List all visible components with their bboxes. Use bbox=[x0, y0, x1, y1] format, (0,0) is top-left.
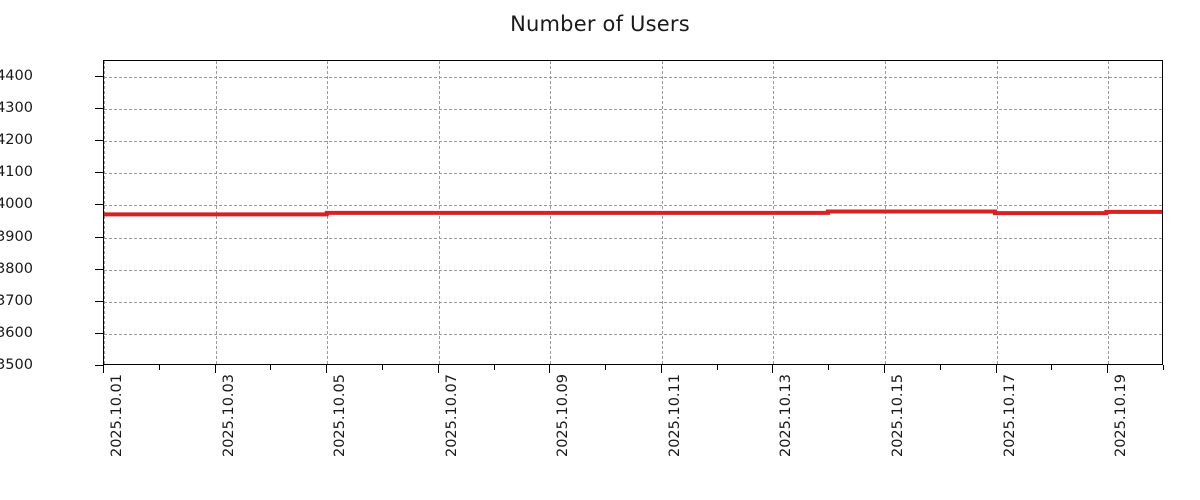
x-axis-tick-label: 2025.10.09 bbox=[555, 374, 572, 458]
x-axis-tick-mark bbox=[605, 365, 607, 370]
x-axis-tick-mark bbox=[381, 365, 383, 370]
y-axis-tick-mark bbox=[95, 236, 103, 238]
y-axis-tick-mark bbox=[95, 140, 103, 142]
y-axis-tick-mark bbox=[95, 300, 103, 302]
x-axis-tick-mark bbox=[660, 365, 662, 373]
y-axis-tick-label: 24100 bbox=[0, 164, 33, 181]
gridline-horizontal bbox=[104, 333, 1162, 335]
x-axis-tick-label: 2025.10.15 bbox=[890, 374, 907, 458]
x-axis-tick-mark bbox=[158, 365, 160, 370]
y-axis-tick-mark bbox=[95, 332, 103, 334]
gridline-horizontal bbox=[104, 77, 1162, 79]
x-axis-tick-mark bbox=[828, 365, 830, 370]
x-axis-tick-label: 2025.10.01 bbox=[109, 374, 125, 458]
x-axis-tick-label: 2025.10.17 bbox=[1001, 374, 1018, 458]
x-axis-tick-mark bbox=[326, 365, 328, 373]
y-axis-tick-mark bbox=[95, 204, 103, 206]
x-axis-tick-label: 2025.10.07 bbox=[443, 374, 460, 458]
x-axis-tick-mark bbox=[772, 365, 774, 373]
y-axis-tick-label: 24400 bbox=[0, 68, 33, 85]
gridline-horizontal bbox=[104, 141, 1162, 143]
gridline-horizontal bbox=[104, 109, 1162, 111]
data-series-line bbox=[104, 61, 1162, 364]
gridline-horizontal bbox=[104, 205, 1162, 207]
x-axis-tick-label: 2025.10.03 bbox=[220, 374, 237, 458]
y-axis-tick-mark bbox=[95, 108, 103, 110]
x-axis-tick-mark bbox=[1051, 365, 1053, 370]
x-axis-tick-mark bbox=[1163, 365, 1164, 370]
x-axis-tick-label: 2025.10.19 bbox=[1113, 374, 1130, 458]
gridline-horizontal bbox=[104, 301, 1162, 303]
plot-area bbox=[103, 60, 1163, 365]
y-axis-tick-label: 23600 bbox=[0, 324, 33, 341]
gridline-horizontal bbox=[104, 269, 1162, 271]
x-axis-tick-mark bbox=[103, 365, 104, 373]
x-axis-tick-label: 2025.10.11 bbox=[666, 374, 683, 458]
x-axis-tick-mark bbox=[270, 365, 272, 370]
y-axis-tick-label: 24300 bbox=[0, 100, 33, 117]
x-axis-tick-mark bbox=[214, 365, 216, 373]
y-axis-tick-label: 24200 bbox=[0, 132, 33, 149]
x-axis-tick-mark bbox=[884, 365, 886, 373]
y-axis-tick-label: 23800 bbox=[0, 260, 33, 277]
x-axis-tick-mark bbox=[995, 365, 997, 373]
y-axis-tick-mark bbox=[95, 76, 103, 78]
x-axis-tick-label: 2025.10.13 bbox=[778, 374, 795, 458]
x-axis-tick-mark bbox=[493, 365, 495, 370]
y-axis-tick-mark bbox=[95, 365, 103, 366]
gridline-horizontal bbox=[104, 237, 1162, 239]
y-axis-tick-label: 23900 bbox=[0, 228, 33, 245]
x-axis-tick-mark bbox=[716, 365, 718, 370]
x-axis-tick-mark bbox=[939, 365, 941, 370]
y-axis-tick-label: 23700 bbox=[0, 292, 33, 309]
y-axis-tick-mark bbox=[95, 172, 103, 174]
y-axis-tick-label: 23500 bbox=[0, 357, 33, 373]
y-axis-tick-label: 24000 bbox=[0, 196, 33, 213]
x-axis-tick-label: 2025.10.05 bbox=[332, 374, 349, 458]
x-axis-tick-mark bbox=[437, 365, 439, 373]
x-axis-tick-mark bbox=[549, 365, 551, 373]
gridline-horizontal bbox=[104, 173, 1162, 175]
y-axis-tick-mark bbox=[95, 268, 103, 270]
x-axis-tick-mark bbox=[1107, 365, 1109, 373]
chart-title: Number of Users bbox=[510, 12, 690, 36]
